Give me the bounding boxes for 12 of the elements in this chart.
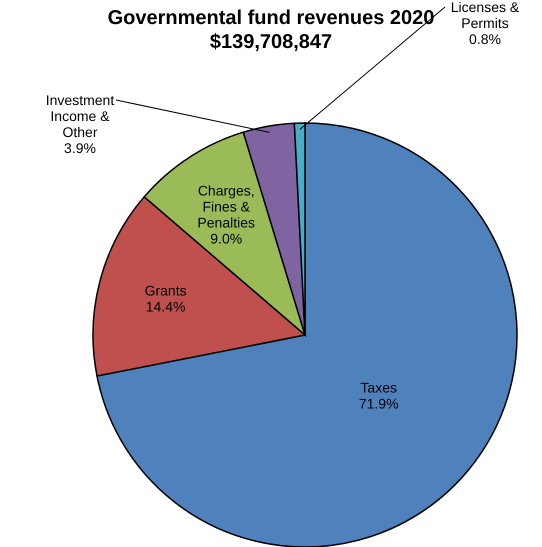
data-label: 0.8% [469,31,501,47]
data-label: 14.4% [146,298,186,314]
slice-label: Taxes [360,380,397,396]
data-label: 9.0% [210,230,242,246]
data-label: 3.9% [64,140,96,156]
slice-label: Grants [144,282,187,298]
chart-title: Governmental fund revenues 2020 [108,7,434,29]
text: $139,708,847 [210,31,332,53]
slice-label: Licenses & Permits [450,0,520,31]
slice-label: Charges, Fines & Penalties [197,182,256,230]
slice-label: Investment Income & Other [46,92,114,140]
data-label: 71.9% [358,396,399,412]
